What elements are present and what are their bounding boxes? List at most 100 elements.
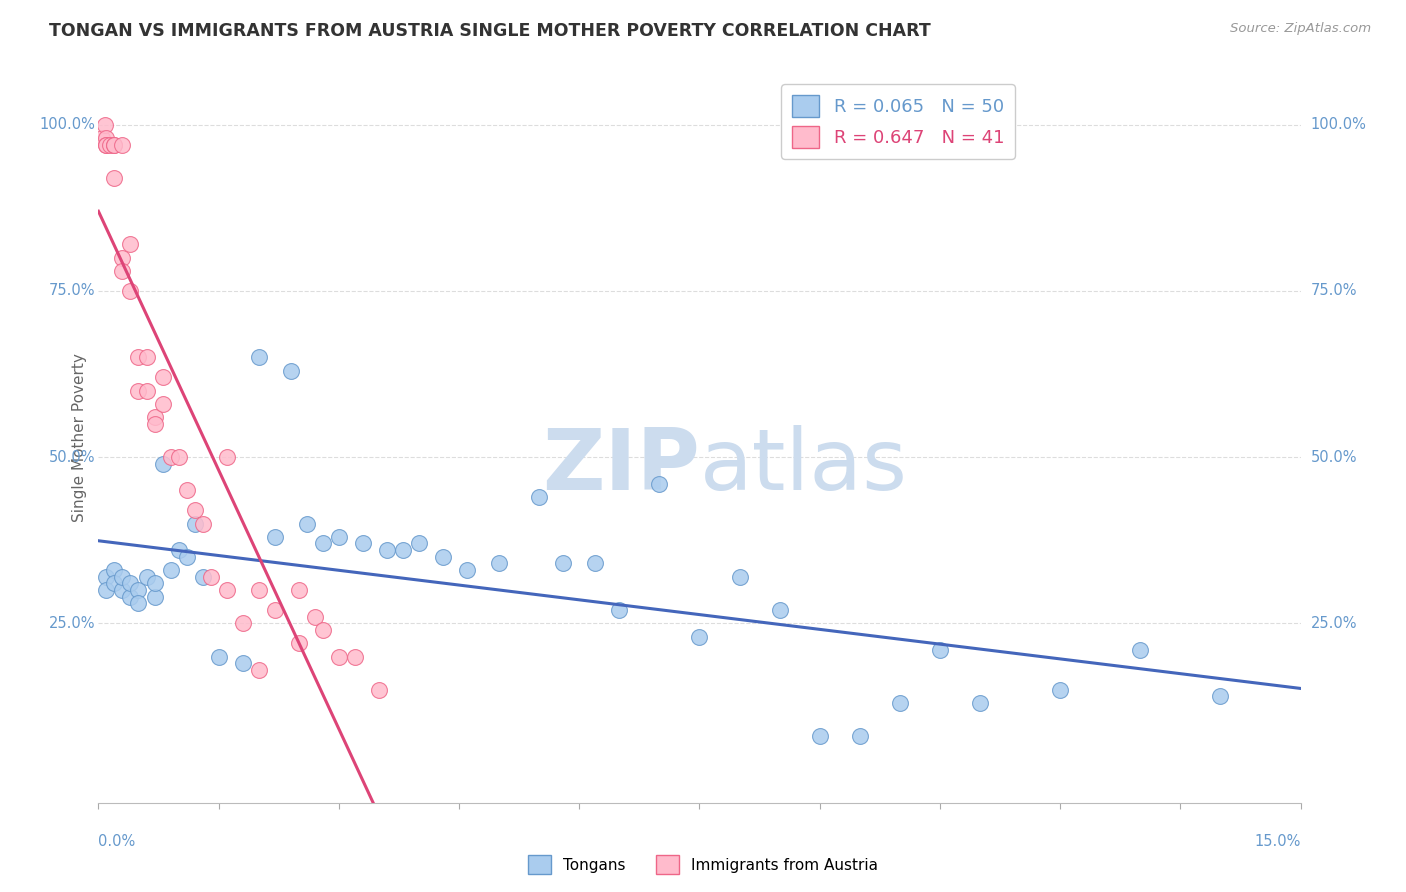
Point <box>889 696 911 710</box>
Point <box>183 503 205 517</box>
Point <box>176 549 198 564</box>
Point <box>328 649 350 664</box>
Point <box>100 137 122 152</box>
Point <box>232 616 254 631</box>
Point <box>135 570 157 584</box>
Point <box>247 663 270 677</box>
Point <box>103 170 125 185</box>
Point <box>183 516 205 531</box>
Point <box>94 118 117 132</box>
Point <box>111 570 134 584</box>
Point <box>232 656 254 670</box>
Point <box>135 351 157 365</box>
Point <box>295 516 318 531</box>
Text: ZIP: ZIP <box>541 425 699 508</box>
Legend: R = 0.065   N = 50, R = 0.647   N = 41: R = 0.065 N = 50, R = 0.647 N = 41 <box>782 84 1015 159</box>
Point <box>728 570 751 584</box>
Point <box>96 131 118 145</box>
Y-axis label: Single Mother Poverty: Single Mother Poverty <box>72 352 87 522</box>
Point <box>408 536 430 550</box>
Point <box>208 649 231 664</box>
Point <box>929 643 952 657</box>
Point <box>128 384 150 398</box>
Text: 75.0%: 75.0% <box>49 284 96 298</box>
Point <box>200 570 222 584</box>
Point <box>143 417 166 431</box>
Point <box>312 536 335 550</box>
Point <box>103 137 125 152</box>
Point <box>143 576 166 591</box>
Point <box>392 543 415 558</box>
Point <box>159 450 181 464</box>
Point <box>343 649 366 664</box>
Legend: Tongans, Immigrants from Austria: Tongans, Immigrants from Austria <box>522 849 884 880</box>
Text: atlas: atlas <box>699 425 907 508</box>
Text: Source: ZipAtlas.com: Source: ZipAtlas.com <box>1230 22 1371 36</box>
Point <box>191 570 214 584</box>
Point <box>159 563 181 577</box>
Point <box>111 251 134 265</box>
Point <box>352 536 374 550</box>
Text: 25.0%: 25.0% <box>49 615 96 631</box>
Text: 15.0%: 15.0% <box>1254 834 1301 849</box>
Point <box>128 596 150 610</box>
Point <box>96 570 118 584</box>
Point <box>215 582 238 597</box>
Point <box>247 351 270 365</box>
Point <box>768 603 790 617</box>
Point <box>529 490 551 504</box>
Point <box>143 410 166 425</box>
Point <box>488 557 510 571</box>
Point <box>128 582 150 597</box>
Point <box>91 131 114 145</box>
Point <box>288 582 311 597</box>
Point <box>143 590 166 604</box>
Point <box>328 530 350 544</box>
Point <box>375 543 398 558</box>
Point <box>96 137 118 152</box>
Point <box>96 137 118 152</box>
Point <box>1209 690 1232 704</box>
Point <box>167 450 190 464</box>
Point <box>368 682 391 697</box>
Point <box>120 576 142 591</box>
Point <box>288 636 311 650</box>
Point <box>583 557 606 571</box>
Text: 75.0%: 75.0% <box>1310 284 1357 298</box>
Point <box>432 549 454 564</box>
Point <box>176 483 198 498</box>
Point <box>456 563 478 577</box>
Point <box>553 557 575 571</box>
Point <box>648 476 671 491</box>
Point <box>1049 682 1071 697</box>
Text: 100.0%: 100.0% <box>39 117 96 132</box>
Point <box>609 603 631 617</box>
Point <box>191 516 214 531</box>
Point <box>103 137 125 152</box>
Point <box>1129 643 1152 657</box>
Point <box>312 623 335 637</box>
Text: 25.0%: 25.0% <box>1310 615 1357 631</box>
Point <box>304 609 326 624</box>
Point <box>111 137 134 152</box>
Text: 0.0%: 0.0% <box>98 834 135 849</box>
Point <box>111 264 134 278</box>
Text: 100.0%: 100.0% <box>1310 117 1367 132</box>
Point <box>969 696 991 710</box>
Text: TONGAN VS IMMIGRANTS FROM AUSTRIA SINGLE MOTHER POVERTY CORRELATION CHART: TONGAN VS IMMIGRANTS FROM AUSTRIA SINGLE… <box>49 22 931 40</box>
Point <box>280 363 302 377</box>
Point <box>120 284 142 298</box>
Point <box>103 576 125 591</box>
Point <box>263 603 285 617</box>
Point <box>247 582 270 597</box>
Point <box>849 729 872 743</box>
Point <box>135 384 157 398</box>
Point <box>111 582 134 597</box>
Point <box>215 450 238 464</box>
Point <box>128 351 150 365</box>
Point <box>688 630 710 644</box>
Point <box>152 397 174 411</box>
Text: 50.0%: 50.0% <box>49 450 96 465</box>
Point <box>120 590 142 604</box>
Point <box>263 530 285 544</box>
